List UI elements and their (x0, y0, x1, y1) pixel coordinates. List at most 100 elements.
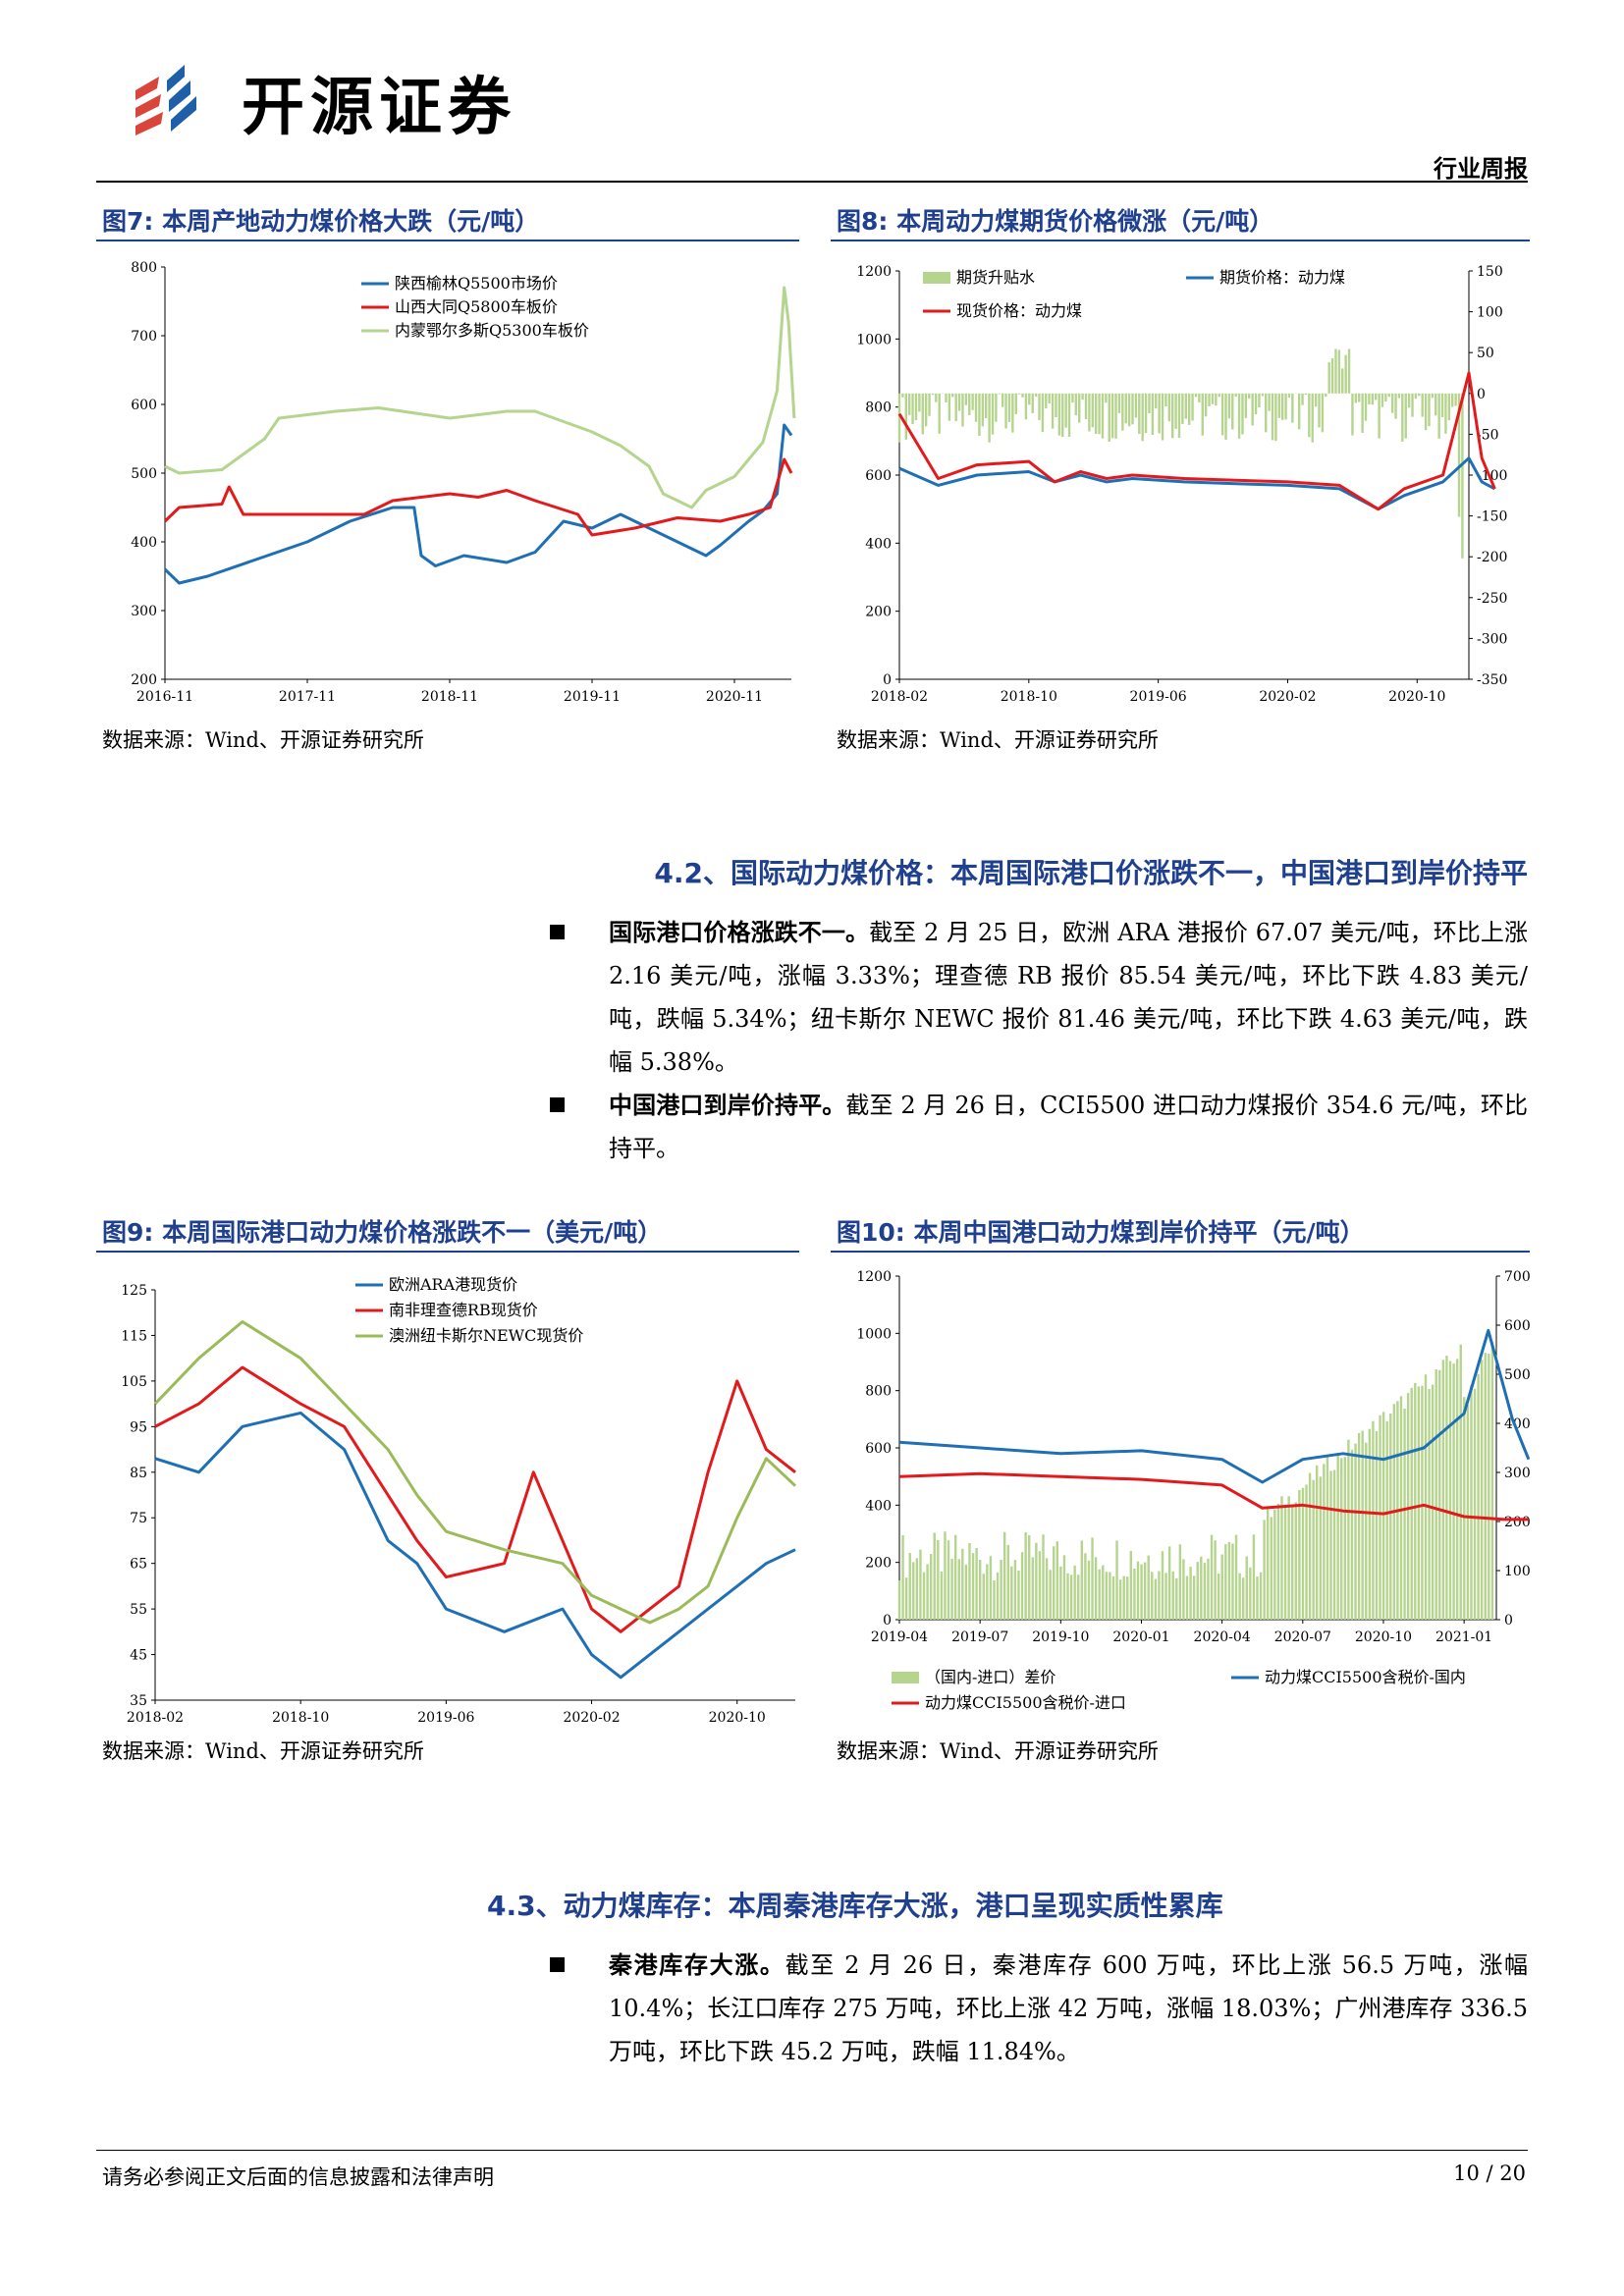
spread-bar (1057, 393, 1061, 436)
x-tick-label: 2020-11 (706, 689, 763, 705)
spread-bar (1319, 1476, 1322, 1620)
spread-bar (1452, 1362, 1455, 1620)
x-tick-label: 2020-02 (1259, 689, 1316, 705)
spread-bar (1098, 393, 1101, 435)
spread-bar (1184, 393, 1187, 419)
y-tick-label: 65 (130, 1557, 147, 1573)
y-tick-label: 600 (865, 468, 892, 484)
bullet-text: 截至 2 月 26 日，秦港库存 600 万吨，环比上涨 56.5 万吨，涨幅 … (609, 1951, 1529, 2065)
spread-bar (954, 393, 957, 422)
bullet-square-icon (550, 1957, 565, 1972)
figure-8-title-rule (831, 240, 1530, 241)
x-tick-label: 2020-07 (1274, 1629, 1331, 1645)
section-4-2-title: 4.2、国际动力煤价格：本周国际港口价涨跌不一，中国港口到岸价持平 (654, 857, 1528, 889)
spread-bar (1473, 1388, 1477, 1620)
spread-bar (1161, 393, 1164, 441)
section-4-3-title: 4.3、动力煤库存：本周秦港库存大涨，港口呈现实质性累库 (487, 1890, 1223, 1922)
spread-bar (1045, 393, 1048, 409)
spread-bar (1238, 1573, 1241, 1620)
spread-bar (1198, 393, 1201, 403)
bullet-text: 截至 2 月 26 日，CCI5500 进口动力煤报价 354.6 元/吨，环比… (609, 1092, 1528, 1162)
spread-bar (1389, 1413, 1392, 1620)
spread-bar (901, 393, 904, 398)
section-4-2-bullet-1: 国际港口价格涨跌不一。截至 2 月 25 日，欧洲 ARA 港报价 67.07 … (550, 911, 1528, 1084)
spread-bar (1055, 393, 1057, 418)
spread-bar (1428, 393, 1431, 427)
spread-bar (1208, 393, 1211, 406)
spread-bar (1073, 1565, 1076, 1620)
spread-bar (935, 393, 938, 402)
figure-9-chart: 35 45 55 65 75 85 95 105 115 125 2018-02 2018-10 201… (121, 1275, 797, 1726)
legend-label: 动力煤CCI5500含税价-进口 (925, 1693, 1126, 1712)
x-tick-label: 2018-02 (871, 689, 928, 705)
spread-bar (1105, 393, 1108, 403)
spread-bar (1351, 393, 1354, 436)
figure-10-title: 图10: 本周中国港口动力煤到岸价持平（元/吨） (837, 1218, 1365, 1247)
spread-bar (1105, 1572, 1109, 1620)
spread-bar (940, 1572, 944, 1620)
spread-bar (982, 1574, 985, 1620)
spread-bar (1200, 1556, 1203, 1620)
spread-bar (1101, 393, 1105, 439)
y-right-tick-label: -350 (1477, 672, 1507, 688)
spread-bar (1064, 393, 1067, 428)
spread-bar (1167, 1546, 1171, 1620)
spread-bar (1231, 393, 1234, 430)
spread-bar (904, 393, 907, 440)
spread-bar (912, 1562, 915, 1620)
spread-bar (1164, 393, 1167, 407)
spread-bar (1350, 1449, 1354, 1620)
y-tick-label: 800 (865, 400, 892, 416)
section-4-2-bullet-2: 中国港口到岸价持平。截至 2 月 26 日，CCI5500 进口动力煤报价 35… (550, 1084, 1528, 1170)
spread-bar (1141, 393, 1144, 442)
spread-bar (1028, 393, 1031, 405)
figure-7-title-rule (96, 240, 799, 241)
y-right-tick-label: -300 (1477, 631, 1507, 647)
spread-bar (1234, 1534, 1238, 1620)
spread-bar (1263, 1520, 1266, 1620)
spread-bar (1201, 393, 1204, 436)
spread-bar (1094, 1557, 1098, 1620)
spread-bar (1140, 1564, 1143, 1620)
spread-bar (1280, 1496, 1283, 1620)
spread-bar (901, 1534, 904, 1620)
spread-bar (1017, 1570, 1020, 1620)
spread-bar (1484, 1353, 1487, 1620)
spread-bar (1245, 1556, 1248, 1620)
spread-bar (1385, 1420, 1388, 1620)
legend-label: 现货价格：动力煤 (956, 301, 1082, 320)
spread-bar (908, 1553, 911, 1620)
x-tick-label: 2016-11 (136, 689, 193, 705)
spread-bar (1053, 1546, 1056, 1620)
spread-bar (1329, 1470, 1332, 1620)
spread-bar (1424, 393, 1428, 431)
y-right-tick-label: -100 (1477, 468, 1507, 484)
y-tick-label: 400 (131, 535, 157, 551)
spread-bar (1312, 1479, 1315, 1620)
spread-bar (1447, 393, 1451, 421)
spread-bar (1414, 1382, 1417, 1620)
spread-bar (1161, 1551, 1164, 1620)
spread-bar (1421, 1385, 1424, 1620)
x-tick-label: 2019-07 (951, 1629, 1008, 1645)
spread-bar (929, 1554, 933, 1620)
y-tick-label: 125 (121, 1283, 147, 1299)
spread-bar (1127, 393, 1131, 427)
spread-bar (919, 1549, 922, 1620)
bullet-square-icon (550, 925, 565, 939)
spread-bar (1321, 393, 1325, 433)
x-tick-label: 2019-06 (417, 1710, 474, 1726)
spread-bar (937, 1539, 940, 1620)
y-tick-label: 700 (131, 329, 157, 345)
spread-bar (1454, 393, 1457, 406)
y-tick-label: 85 (130, 1466, 147, 1481)
spread-bar (1217, 1573, 1220, 1620)
section-4-3-bullet-1: 秦港库存大涨。截至 2 月 26 日，秦港库存 600 万吨，环比上涨 56.5… (550, 1944, 1528, 2073)
spread-bar (978, 393, 981, 436)
spread-bar (1318, 393, 1321, 428)
spread-bar (1196, 1562, 1199, 1620)
spread-bar (1248, 393, 1251, 400)
y-right-tick-label: 100 (1477, 305, 1503, 321)
y-right-tick-label: -150 (1477, 509, 1507, 525)
figure-8-source: 数据来源：Wind、开源证券研究所 (837, 728, 1159, 752)
